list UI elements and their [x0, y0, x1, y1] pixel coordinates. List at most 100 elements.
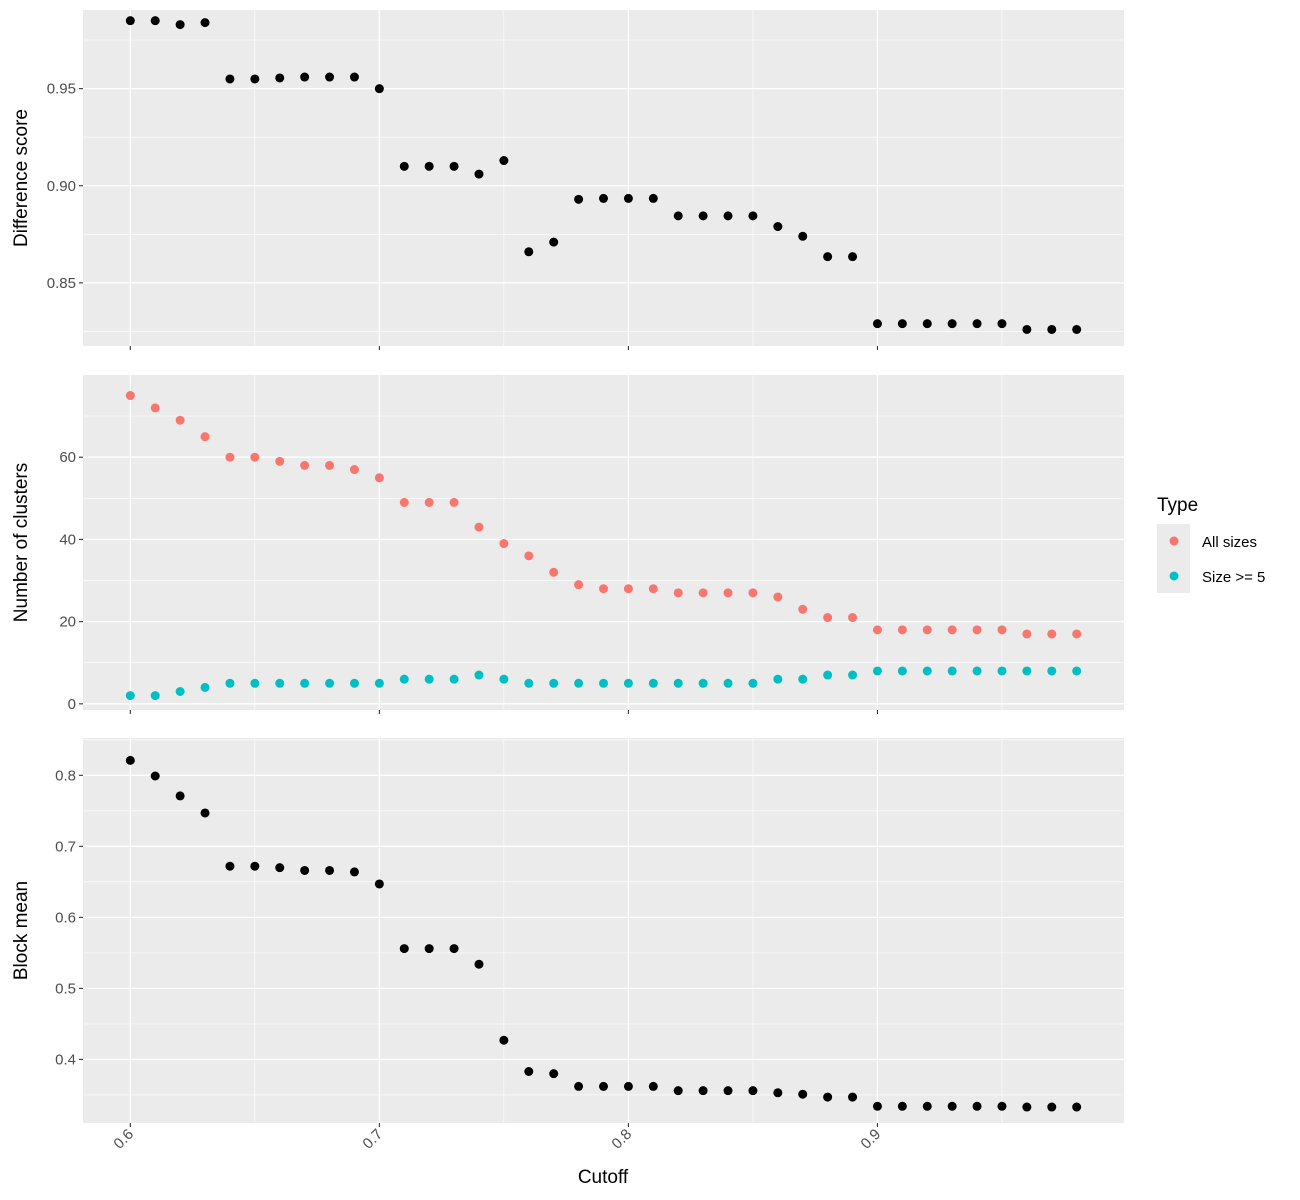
data-point: [349, 465, 359, 475]
data-point: [648, 584, 658, 594]
data-point: [922, 625, 932, 635]
data-point: [872, 625, 882, 635]
data-point: [250, 74, 260, 84]
data-point: [897, 319, 907, 329]
panel-block-mean-series-points: [125, 755, 1082, 1112]
data-point: [698, 211, 708, 221]
y-tick-label: 0.8: [55, 767, 76, 784]
data-point: [225, 861, 235, 871]
data-point: [524, 1067, 534, 1077]
data-point: [449, 497, 459, 507]
data-point: [848, 1092, 858, 1102]
data-point: [549, 237, 559, 247]
data-point: [823, 252, 833, 262]
data-point: [325, 865, 335, 875]
data-point: [872, 666, 882, 676]
data-point: [275, 678, 285, 688]
data-point: [1072, 629, 1082, 639]
data-point: [748, 211, 758, 221]
data-point: [225, 452, 235, 462]
data-point: [175, 20, 185, 30]
data-point: [798, 604, 808, 614]
data-point: [848, 670, 858, 680]
data-point: [275, 863, 285, 873]
panel-block-mean: 0.4 0.5 0.6 0.7 0.8 Block mean: [11, 738, 1124, 1127]
data-point: [673, 1086, 683, 1096]
data-point: [200, 808, 210, 818]
data-point: [897, 666, 907, 676]
y-tick-label: 0.85: [47, 275, 76, 292]
data-point: [549, 1069, 559, 1079]
data-point: [300, 678, 310, 688]
data-point: [897, 625, 907, 635]
data-point: [997, 319, 1007, 329]
data-point: [574, 678, 584, 688]
data-point: [275, 456, 285, 466]
data-point: [125, 691, 135, 701]
data-point: [499, 539, 509, 549]
data-point: [175, 687, 185, 697]
y-tick-label: 0.4: [55, 1051, 76, 1068]
data-point: [773, 1088, 783, 1098]
data-point: [798, 1089, 808, 1099]
data-point: [399, 674, 409, 684]
y-tick-label: 0.5: [55, 980, 76, 997]
data-point: [922, 1101, 932, 1111]
data-point: [1072, 1102, 1082, 1112]
data-point: [823, 613, 833, 623]
y-tick-label: 0.6: [55, 909, 76, 926]
data-point: [200, 432, 210, 442]
data-point: [300, 72, 310, 82]
legend-key-background: [1157, 524, 1190, 593]
legend-key-all-sizes: [1169, 536, 1179, 546]
data-point: [648, 193, 658, 203]
data-point: [848, 252, 858, 262]
data-point: [997, 666, 1007, 676]
data-point: [175, 415, 185, 425]
data-point: [773, 592, 783, 602]
data-point: [1072, 324, 1082, 334]
data-point: [374, 678, 384, 688]
data-point: [723, 678, 733, 688]
data-point: [474, 522, 484, 532]
facet-panels: 0.85 0.90 0.95 Difference score 0 20 40 60 Numbe…: [11, 10, 1124, 1127]
panel-block-mean-background: [83, 738, 1124, 1123]
panel-difference-score-y-axis-title: Difference score: [11, 109, 32, 247]
data-point: [150, 771, 160, 781]
legend-label-size-ge-5: Size >= 5: [1202, 569, 1265, 586]
data-point: [449, 944, 459, 954]
data-point: [250, 452, 260, 462]
data-point: [325, 678, 335, 688]
data-point: [349, 867, 359, 877]
panel-number-of-clusters: 0 20 40 60 Number of clusters: [11, 375, 1124, 714]
data-point: [599, 584, 608, 594]
data-point: [549, 567, 559, 577]
data-point: [424, 497, 434, 507]
data-point: [848, 613, 858, 623]
y-tick-label: 20: [59, 614, 76, 631]
data-point: [1047, 629, 1057, 639]
data-point: [574, 580, 584, 590]
x-axis-title: Cutoff: [578, 1167, 629, 1188]
data-point: [449, 674, 459, 684]
data-point: [300, 460, 310, 470]
data-point: [125, 16, 135, 26]
data-point: [748, 588, 758, 598]
y-tick-label: 40: [59, 531, 76, 548]
data-point: [947, 319, 957, 329]
data-point: [349, 678, 359, 688]
data-point: [599, 1081, 608, 1091]
data-point: [349, 72, 359, 82]
data-point: [150, 691, 160, 701]
y-tick-label: 0: [68, 696, 76, 713]
data-point: [125, 755, 135, 765]
data-point: [325, 72, 335, 82]
data-point: [773, 222, 783, 232]
data-point: [723, 588, 733, 598]
data-point: [399, 497, 409, 507]
data-point: [947, 1101, 957, 1111]
data-point: [698, 1086, 708, 1096]
data-point: [972, 319, 982, 329]
data-point: [673, 588, 683, 598]
data-point: [574, 1081, 584, 1091]
